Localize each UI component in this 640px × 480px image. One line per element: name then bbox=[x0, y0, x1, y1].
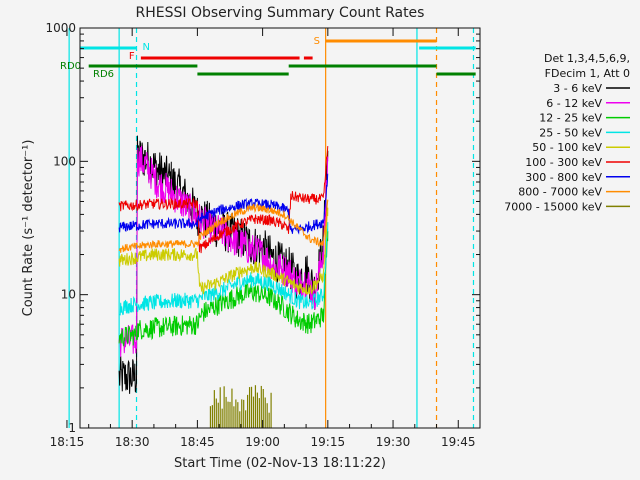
y-axis-label: Count Rate (s⁻¹ detector⁻¹) bbox=[21, 140, 36, 317]
plot-frame bbox=[79, 27, 481, 429]
series-line-12-25kev bbox=[118, 231, 329, 347]
legend-header-decimation: FDecim 1, Att 0 bbox=[545, 67, 630, 80]
series-line-6-12kev bbox=[118, 145, 329, 357]
legend-entry-label: 3 - 6 keV bbox=[553, 82, 602, 95]
x-tick-label: 19:00 bbox=[245, 435, 280, 449]
x-tick-label: 18:45 bbox=[180, 435, 215, 449]
legend-entry-label: 300 - 800 keV bbox=[525, 171, 602, 184]
legend-entry-label: 6 - 12 keV bbox=[546, 97, 602, 110]
x-tick-label: 18:30 bbox=[115, 435, 150, 449]
state-bar-label-f: F bbox=[129, 51, 135, 62]
y-tick-label: 1 bbox=[68, 421, 76, 435]
legend-entry-label: 12 - 25 keV bbox=[539, 112, 602, 125]
x-tick-label: 18:15 bbox=[50, 435, 85, 449]
x-tick-label: 19:15 bbox=[311, 435, 346, 449]
plot-area: NF S RD0 RD6 bbox=[60, 28, 476, 428]
legend: Det 1,3,4,5,6,9, FDecim 1, Att 0 3 - 6 keV… bbox=[504, 52, 630, 213]
series-7000-15000-kev bbox=[209, 385, 272, 428]
state-bar-label-n: N bbox=[143, 42, 150, 53]
state-bar-label-s: S bbox=[314, 36, 320, 47]
legend-entry-label: 50 - 100 keV bbox=[532, 141, 602, 154]
series-line-300-800kev bbox=[118, 173, 329, 235]
legend-header-detectors: Det 1,3,4,5,6,9, bbox=[544, 52, 630, 65]
chart-title: RHESSI Observing Summary Count Rates bbox=[136, 5, 425, 21]
axes: 18:15 18:30 18:45 19:00 19:15 19:30 19:45 1 10 10… bbox=[45, 21, 480, 449]
x-tick-label: 19:30 bbox=[376, 435, 411, 449]
state-bar-label-rd6: RD6 bbox=[93, 69, 114, 80]
series-line-100-300kev bbox=[118, 146, 329, 254]
y-tick-label: 1000 bbox=[45, 21, 76, 35]
series-line-800-7000kev bbox=[118, 199, 329, 253]
legend-entry-label: 800 - 7000 keV bbox=[518, 186, 602, 199]
series-line-50-100kev bbox=[118, 207, 329, 296]
legend-entry-label: 25 - 50 keV bbox=[539, 126, 602, 139]
y-tick-label: 100 bbox=[53, 154, 76, 168]
y-tick-label: 10 bbox=[61, 288, 76, 302]
legend-entry-label: 7000 - 15000 keV bbox=[504, 200, 602, 213]
legend-entry-label: 100 - 300 keV bbox=[525, 156, 602, 169]
series-line-25-50kev bbox=[118, 222, 329, 316]
x-axis-label: Start Time (02-Nov-13 18:11:22) bbox=[174, 456, 386, 471]
state-bar-label-rd0: RD0 bbox=[60, 61, 81, 72]
x-tick-label: 19:45 bbox=[441, 435, 476, 449]
